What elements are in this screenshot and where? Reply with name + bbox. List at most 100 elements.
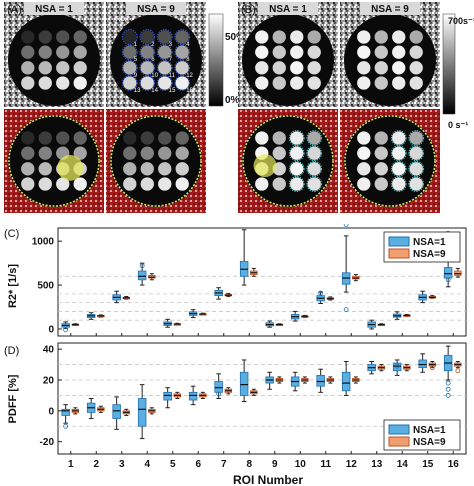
vial-roi-outline (156, 44, 173, 61)
vial (73, 45, 87, 59)
outlier-point (63, 423, 69, 429)
vial-roi-outline (139, 29, 156, 45)
roi-number: 13 (134, 88, 141, 94)
panel-b-title-right: NSA = 9 (371, 4, 409, 15)
iqr-box (392, 362, 402, 372)
vial (290, 30, 304, 44)
vial (56, 76, 70, 90)
vial-roi-outline (306, 160, 323, 177)
panel-a-title-left-box (24, 2, 84, 15)
roi-number: 15 (169, 88, 176, 94)
vial-roi-outline (306, 176, 323, 192)
box-nsa9-roi-6 (199, 312, 207, 316)
vial (374, 146, 388, 160)
box-nsa9-roi-15 (428, 295, 437, 299)
outlier-point (445, 277, 451, 283)
iqr-box (239, 371, 249, 396)
box-nsa9-roi-14 (403, 364, 411, 372)
vial (158, 30, 172, 44)
vial (21, 131, 35, 145)
iqr-box (443, 267, 453, 279)
box-nsa1-roi-10 (290, 371, 300, 392)
box-nsa1-roi-13 (367, 319, 376, 330)
vial (409, 30, 423, 44)
vial (175, 61, 189, 75)
box-nsa9-roi-13 (377, 323, 386, 327)
vial-roi-outline (121, 75, 138, 91)
vial (392, 162, 406, 176)
vial (272, 177, 286, 191)
vial-roi-outline (306, 145, 323, 162)
vial-roi-outline (139, 44, 156, 61)
x-tick-label: 3 (119, 459, 125, 470)
vial (290, 45, 304, 59)
vial-roi-outline (408, 160, 425, 177)
vial (290, 61, 304, 75)
x-tick-label: 12 (346, 459, 358, 470)
box-nsa9-roi-1 (71, 323, 80, 327)
panel-a-cbar-max: 50% (225, 32, 245, 43)
vial (123, 30, 137, 44)
vial (409, 177, 423, 191)
vial (374, 61, 388, 75)
panel-d-label: (D) (4, 345, 19, 357)
vial (158, 131, 172, 145)
iqr-box (341, 371, 351, 392)
vial-roi-outline (139, 59, 156, 76)
vial (140, 177, 154, 191)
vial (290, 146, 304, 160)
vial (307, 45, 321, 59)
outlier-point (445, 380, 451, 386)
legend-swatch-nsa1 (388, 236, 410, 247)
panel-b-title-left-box (258, 2, 318, 15)
box-nsa9-roi-11 (326, 296, 335, 301)
box-nsa9-roi-15 (428, 361, 437, 369)
vial (56, 131, 70, 145)
legend-entry-nsa9: NSA=9 (413, 249, 446, 260)
vial (38, 146, 52, 160)
roi-number: 11 (169, 73, 176, 79)
vial-roi-outline (408, 145, 425, 162)
x-tick-label: 11 (320, 459, 331, 470)
phantom-outline (344, 115, 436, 207)
vial (392, 61, 406, 75)
vial (21, 162, 35, 176)
outlier-point (445, 393, 451, 398)
outlier-point (455, 368, 461, 374)
vial (123, 146, 137, 160)
x-tick-label: 2 (93, 459, 99, 470)
vial (272, 146, 286, 160)
vial (21, 61, 35, 75)
y-tick-label: 40 (43, 345, 55, 356)
vial-roi-outline (174, 29, 191, 45)
vial-roi-outline (121, 44, 138, 61)
vial (272, 61, 286, 75)
vial (140, 76, 154, 90)
roi-number: 8 (186, 57, 190, 63)
x-tick-label: 7 (221, 459, 227, 470)
box-nsa1-roi-13 (367, 361, 376, 375)
phantom-a-nsa9 (110, 14, 202, 106)
vial-roi-outline (288, 176, 305, 192)
vial-roi-outline (390, 145, 407, 162)
y-tick-label: -20 (40, 437, 55, 448)
vial (255, 45, 269, 59)
box-nsa1-roi-16 (443, 345, 453, 381)
box-nsa1-roi-11 (316, 368, 325, 393)
vial (175, 45, 189, 59)
roi-number: 10 (151, 73, 158, 79)
vial (175, 162, 189, 176)
box-nsa1-roi-3 (112, 290, 121, 304)
outlier-point (216, 391, 222, 397)
iqr-box (214, 381, 223, 393)
roi-number: 5 (134, 57, 138, 63)
box-nsa9-roi-5 (173, 391, 182, 399)
yellow-highlight (253, 154, 277, 178)
vial (73, 146, 87, 160)
vial (73, 177, 87, 191)
panel-a-title-right: NSA = 9 (137, 4, 175, 15)
vial (140, 162, 154, 176)
